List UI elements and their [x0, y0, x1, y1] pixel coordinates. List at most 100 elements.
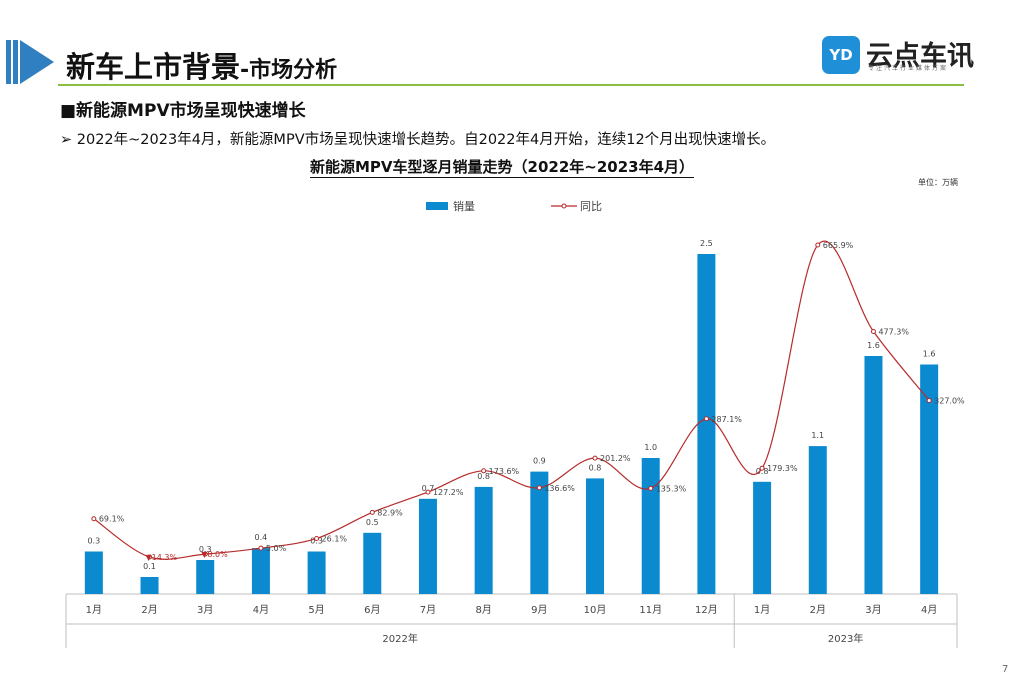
bar	[363, 532, 382, 594]
bar	[307, 551, 326, 594]
page-title-main: 新车上市背景	[66, 50, 241, 84]
yoy-label: 5.0%	[266, 544, 287, 553]
yoy-label: 135.3%	[656, 484, 687, 493]
header-accent-bar	[6, 40, 11, 84]
x-tick-label: 4月	[921, 604, 937, 616]
bar	[140, 577, 159, 594]
bar-label: 1.6	[923, 350, 936, 359]
yoy-label: 201.2%	[600, 454, 631, 463]
yoy-point	[147, 554, 153, 560]
bar	[84, 551, 103, 594]
x-tick-label: 9月	[531, 604, 547, 616]
yoy-point	[481, 468, 487, 474]
yoy-label: 665.9%	[823, 241, 854, 250]
bar	[474, 486, 493, 594]
bar-label: 0.5	[366, 518, 379, 527]
yoy-point	[536, 485, 542, 491]
page-number: 7	[1002, 664, 1009, 675]
bar-label: 0.3	[199, 545, 212, 554]
x-tick-label: 1月	[754, 604, 770, 616]
x-group-label: 2022年	[382, 632, 417, 645]
yoy-label: 477.3%	[878, 328, 909, 337]
logo-slogan: 专注汽车行业媒体方案	[868, 65, 949, 72]
yoy-point	[815, 242, 821, 248]
yoy-label: 26.1%	[322, 534, 348, 543]
bar	[753, 481, 772, 594]
x-tick-label: 5月	[308, 604, 324, 616]
bar-label: 0.1	[143, 562, 156, 571]
yoy-label: 287.1%	[711, 415, 742, 424]
page-title-sub: -市场分析	[240, 58, 338, 83]
yoy-label: 69.1%	[99, 515, 125, 524]
yoy-point	[425, 489, 431, 495]
legend-line-label: 同比	[580, 200, 602, 213]
yoy-label: 327.0%	[934, 396, 965, 405]
logo-icon: YD	[822, 36, 860, 74]
bar-label: 0.7	[422, 484, 435, 493]
bar	[808, 446, 827, 594]
yoy-label: 179.3%	[767, 464, 798, 473]
legend-line-swatch	[551, 203, 577, 209]
yoy-point	[91, 516, 97, 522]
yoy-point	[258, 545, 264, 551]
bar	[196, 560, 215, 594]
chart-title: 新能源MPV车型逐月销量走势（2022年~2023年4月）	[310, 158, 695, 178]
bar-label: 0.9	[533, 457, 546, 466]
yoy-point	[926, 397, 932, 403]
bar-label: 0.4	[255, 533, 268, 542]
bar	[530, 471, 549, 594]
yoy-label: 127.2%	[433, 488, 464, 497]
header-chevron-icon	[20, 40, 54, 84]
x-tick-label: 7月	[420, 604, 436, 616]
x-tick-label: 10月	[584, 604, 607, 616]
logo-text: 云点车讯	[866, 41, 974, 72]
yoy-label: ▼8.0%	[201, 550, 228, 559]
chart-unit: 单位：万辆	[918, 178, 958, 187]
legend-bar-label: 销量	[453, 200, 475, 213]
section-title: ■新能源MPV市场呈现快速增长	[60, 101, 306, 121]
yoy-label: ▼14.3%	[146, 553, 178, 562]
x-tick-label: 3月	[865, 604, 881, 616]
yoy-label: 82.9%	[377, 508, 403, 517]
x-tick-label: 2月	[810, 604, 826, 616]
x-tick-label: 11月	[639, 604, 662, 616]
bar-label: 0.3	[87, 537, 100, 546]
x-tick-label: 1月	[86, 604, 102, 616]
bullet-text: ➢ 2022年~2023年4月，新能源MPV市场呈现快速增长趋势。自2022年4…	[60, 132, 776, 148]
yoy-point	[870, 329, 876, 335]
x-tick-label: 3月	[197, 604, 213, 616]
yoy-point	[592, 455, 598, 461]
bar-label: 1.6	[867, 341, 880, 350]
x-tick-label: 6月	[364, 604, 380, 616]
yoy-point	[759, 465, 765, 471]
bar-label: 2.5	[700, 239, 713, 248]
bar	[586, 478, 605, 594]
yoy-point	[648, 485, 654, 491]
header-accent-bar	[13, 40, 18, 84]
yoy-point	[703, 416, 709, 422]
bar	[418, 498, 437, 594]
bar-label: 0.8	[756, 467, 769, 476]
bar	[251, 548, 270, 594]
yoy-point	[314, 535, 320, 541]
bar-label: 1.0	[644, 443, 657, 452]
x-tick-label: 12月	[695, 604, 718, 616]
yoy-label: 136.6%	[544, 484, 575, 493]
yoy-label: 173.6%	[489, 467, 520, 476]
bar-label: 0.3	[310, 537, 323, 546]
bar	[920, 364, 939, 594]
header-divider	[58, 84, 964, 86]
yoy-point	[202, 551, 208, 557]
bar-label: 0.8	[477, 472, 490, 481]
x-tick-label: 2月	[141, 604, 157, 616]
x-tick-label: 4月	[253, 604, 269, 616]
bar-label: 1.1	[811, 431, 824, 440]
bar	[864, 356, 883, 594]
bar	[697, 254, 716, 594]
x-tick-label: 8月	[475, 604, 491, 616]
x-group-label: 2023年	[828, 632, 863, 645]
bar-label: 0.8	[589, 463, 602, 472]
bar	[641, 458, 660, 594]
page-title: 新车上市背景-市场分析	[66, 44, 337, 86]
